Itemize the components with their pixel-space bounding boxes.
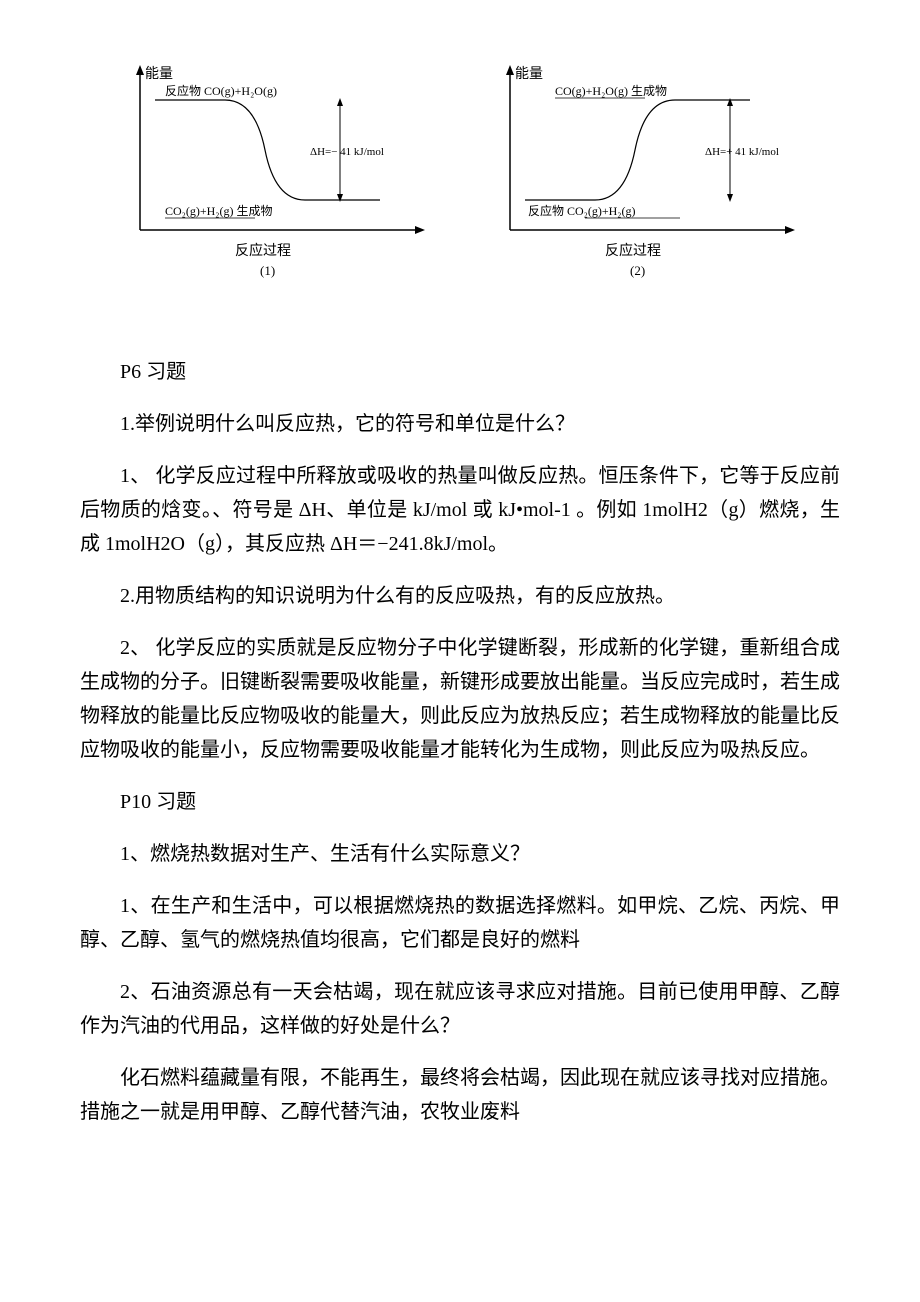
diagram-1-xaxis-label: 反应过程: [235, 242, 291, 259]
diagram-1-sublabel: (1): [260, 263, 275, 278]
answer-3: 1、在生产和生活中，可以根据燃烧热的数据选择燃料。如甲烷、乙烷、丙烷、甲醇、乙醇…: [80, 889, 840, 957]
question-1: 1.举例说明什么叫反应热，它的符号和单位是什么？: [80, 407, 840, 441]
energy-diagrams-container: 能量 反应过程 (1) 反应物 CO(g)+H₂O(g) ΔH=− 41 kJ/…: [80, 60, 840, 305]
diagram-2-bottom-label: 反应物 CO₂(g)+H₂(g): [528, 203, 635, 218]
diagram-2-sublabel: (2): [630, 263, 645, 278]
diagram-1-wrapper: 能量 反应过程 (1) 反应物 CO(g)+H₂O(g) ΔH=− 41 kJ/…: [110, 60, 440, 305]
diagram-1-top-label: 反应物 CO(g)+H₂O(g): [165, 83, 277, 98]
answer-2: 2、 化学反应的实质就是反应物分子中化学键断裂，形成新的化学键，重新组合成生成物…: [80, 631, 840, 767]
diagram-1-deltah: ΔH=− 41 kJ/mol: [310, 146, 384, 158]
diagram-2-deltah: ΔH=+ 41 kJ/mol: [705, 146, 779, 158]
document-content: P6 习题 1.举例说明什么叫反应热，它的符号和单位是什么？ 1、 化学反应过程…: [80, 355, 840, 1129]
p10-header: P10 习题: [80, 785, 840, 819]
diagram-1-bottom-label: CO₂(g)+H₂(g) 生成物: [165, 204, 272, 218]
question-2: 2.用物质结构的知识说明为什么有的反应吸热，有的反应放热。: [80, 579, 840, 613]
energy-diagram-2: 能量 反应过程 (2) CO(g)+H₂O(g) 生成物 ΔH=+ 41 kJ/…: [480, 60, 810, 300]
answer-1: 1、 化学反应过程中所释放或吸收的热量叫做反应热。恒压条件下，它等于反应前后物质…: [80, 459, 840, 561]
diagram-2-wrapper: 能量 反应过程 (2) CO(g)+H₂O(g) 生成物 ΔH=+ 41 kJ/…: [480, 60, 810, 305]
energy-diagram-1: 能量 反应过程 (1) 反应物 CO(g)+H₂O(g) ΔH=− 41 kJ/…: [110, 60, 440, 300]
diagram-2-top-label: CO(g)+H₂O(g) 生成物: [555, 84, 667, 98]
question-3: 1、燃烧热数据对生产、生活有什么实际意义？: [80, 837, 840, 871]
p6-header: P6 习题: [80, 355, 840, 389]
diagram-2-xaxis-label: 反应过程: [605, 242, 661, 259]
diagram-1-yaxis-label: 能量: [145, 66, 173, 82]
question-4: 2、石油资源总有一天会枯竭，现在就应该寻求应对措施。目前已使用甲醇、乙醇作为汽油…: [80, 975, 840, 1043]
answer-4: 化石燃料蕴藏量有限，不能再生，最终将会枯竭，因此现在就应该寻找对应措施。措施之一…: [80, 1061, 840, 1129]
diagram-2-yaxis-label: 能量: [515, 66, 543, 82]
